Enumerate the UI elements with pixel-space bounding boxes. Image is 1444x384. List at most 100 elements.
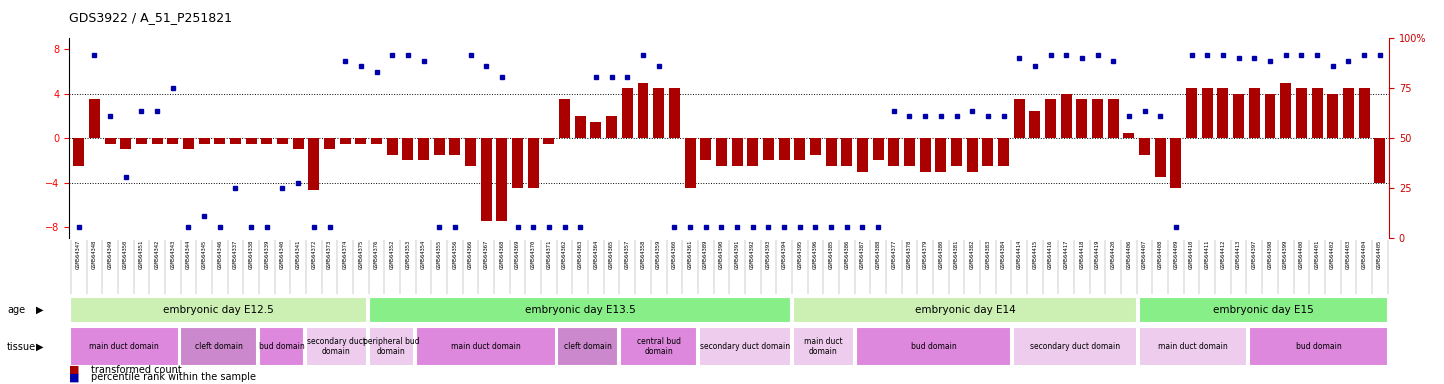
- Bar: [136, 138, 147, 144]
- Bar: [1201, 88, 1213, 138]
- Bar: [1030, 111, 1040, 138]
- Bar: [433, 138, 445, 155]
- Text: GSM564388: GSM564388: [875, 240, 881, 269]
- Bar: [793, 297, 1136, 323]
- Text: GSM564341: GSM564341: [296, 240, 300, 269]
- Text: GSM564337: GSM564337: [232, 240, 238, 269]
- Bar: [261, 138, 273, 144]
- Bar: [293, 138, 303, 149]
- Text: ▶: ▶: [36, 305, 43, 315]
- Bar: [323, 138, 335, 149]
- Bar: [952, 138, 962, 166]
- Text: GSM564362: GSM564362: [562, 240, 567, 269]
- Bar: [339, 138, 351, 144]
- Bar: [465, 138, 477, 166]
- Bar: [1233, 94, 1245, 138]
- Text: GSM564372: GSM564372: [312, 240, 316, 269]
- Text: GSM564383: GSM564383: [985, 240, 991, 269]
- Bar: [920, 138, 930, 172]
- Text: age: age: [7, 305, 26, 315]
- Bar: [732, 138, 742, 166]
- Text: GSM564393: GSM564393: [765, 240, 771, 269]
- Bar: [90, 99, 100, 138]
- Bar: [449, 138, 461, 155]
- Text: GSM564407: GSM564407: [1142, 240, 1147, 269]
- Bar: [168, 138, 178, 144]
- Bar: [1014, 99, 1025, 138]
- Text: GSM564347: GSM564347: [77, 240, 81, 269]
- Text: central bud
domain: central bud domain: [637, 337, 680, 356]
- Bar: [619, 327, 697, 366]
- Bar: [368, 327, 414, 366]
- Text: main duct domain: main duct domain: [1158, 342, 1227, 351]
- Text: GSM564371: GSM564371: [546, 240, 552, 269]
- Bar: [1249, 88, 1259, 138]
- Bar: [669, 88, 680, 138]
- Text: GSM564356: GSM564356: [452, 240, 458, 269]
- Bar: [1311, 88, 1323, 138]
- Text: GSM564345: GSM564345: [202, 240, 206, 269]
- Bar: [1217, 88, 1229, 138]
- Bar: [1061, 94, 1071, 138]
- Bar: [403, 138, 413, 161]
- Bar: [71, 297, 367, 323]
- Bar: [245, 138, 257, 144]
- Bar: [1359, 88, 1369, 138]
- Bar: [277, 138, 287, 144]
- Bar: [842, 138, 852, 166]
- Bar: [71, 327, 179, 366]
- Bar: [622, 88, 632, 138]
- Bar: [497, 138, 507, 222]
- Text: GSM564364: GSM564364: [593, 240, 598, 269]
- Text: GSM564366: GSM564366: [468, 240, 474, 269]
- Text: GSM564395: GSM564395: [797, 240, 803, 269]
- Bar: [1012, 327, 1136, 366]
- Text: GSM564360: GSM564360: [671, 240, 677, 269]
- Bar: [306, 327, 367, 366]
- Bar: [1139, 138, 1149, 155]
- Bar: [575, 116, 586, 138]
- Text: transformed count: transformed count: [91, 365, 182, 375]
- Bar: [481, 138, 492, 222]
- Bar: [199, 138, 209, 144]
- Text: GSM564410: GSM564410: [1188, 240, 1194, 269]
- Bar: [1138, 297, 1388, 323]
- Text: GSM564403: GSM564403: [1346, 240, 1352, 269]
- Text: GSM564351: GSM564351: [139, 240, 144, 269]
- Bar: [74, 138, 84, 166]
- Bar: [120, 138, 131, 149]
- Text: GSM564417: GSM564417: [1064, 240, 1069, 269]
- Text: GSM564415: GSM564415: [1032, 240, 1037, 269]
- Text: GSM564379: GSM564379: [923, 240, 927, 269]
- Bar: [152, 138, 163, 144]
- Text: GSM564378: GSM564378: [907, 240, 913, 269]
- Text: secondary duct
domain: secondary duct domain: [308, 337, 365, 356]
- Bar: [371, 138, 383, 144]
- Text: GSM564363: GSM564363: [578, 240, 583, 269]
- Text: GSM564392: GSM564392: [751, 240, 755, 269]
- Text: GSM564368: GSM564368: [500, 240, 504, 269]
- Text: GSM564369: GSM564369: [516, 240, 520, 269]
- Text: main duct domain: main duct domain: [90, 342, 159, 351]
- Bar: [416, 327, 556, 366]
- Bar: [778, 138, 790, 161]
- Bar: [180, 327, 257, 366]
- Bar: [1343, 88, 1354, 138]
- Bar: [230, 138, 241, 144]
- Bar: [513, 138, 523, 188]
- Text: GSM564396: GSM564396: [813, 240, 817, 269]
- Bar: [716, 138, 726, 166]
- Text: GSM564400: GSM564400: [1298, 240, 1304, 269]
- Text: GSM564384: GSM564384: [1001, 240, 1006, 269]
- Bar: [1171, 138, 1181, 188]
- Bar: [653, 88, 664, 138]
- Text: GSM564398: GSM564398: [1268, 240, 1272, 269]
- Bar: [936, 138, 946, 172]
- Text: GSM564387: GSM564387: [861, 240, 865, 269]
- Text: GSM564414: GSM564414: [1017, 240, 1022, 269]
- Bar: [368, 297, 791, 323]
- Text: GSM564376: GSM564376: [374, 240, 378, 269]
- Bar: [794, 138, 806, 161]
- Text: GSM564416: GSM564416: [1048, 240, 1053, 269]
- Text: main duct
domain: main duct domain: [804, 337, 843, 356]
